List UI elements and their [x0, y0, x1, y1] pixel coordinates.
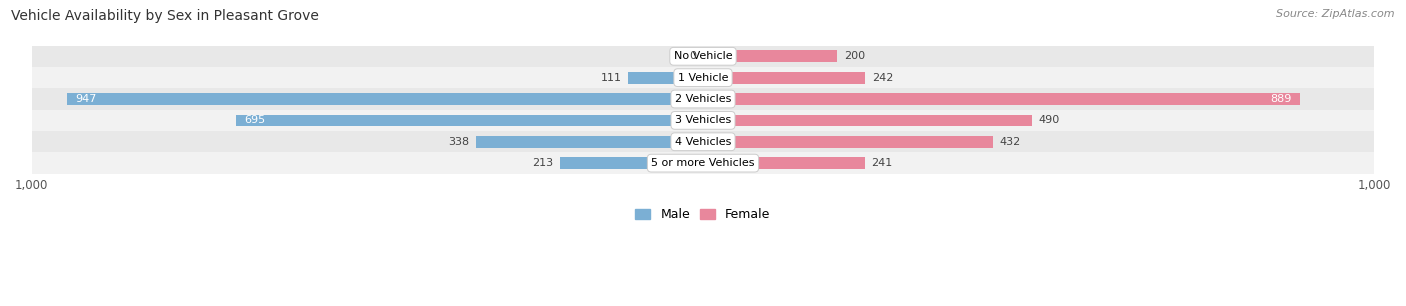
Text: 2 Vehicles: 2 Vehicles	[675, 94, 731, 104]
Text: 4 Vehicles: 4 Vehicles	[675, 137, 731, 147]
Bar	[236, 114, 703, 126]
Bar	[628, 72, 703, 84]
Text: Source: ZipAtlas.com: Source: ZipAtlas.com	[1277, 9, 1395, 19]
Text: Vehicle Availability by Sex in Pleasant Grove: Vehicle Availability by Sex in Pleasant …	[11, 9, 319, 23]
Text: 111: 111	[600, 73, 621, 83]
Bar	[32, 88, 1374, 110]
Bar	[703, 136, 993, 147]
Text: 242: 242	[872, 73, 894, 83]
Text: 338: 338	[449, 137, 470, 147]
Bar	[32, 110, 1374, 131]
Text: 490: 490	[1039, 115, 1060, 125]
Text: 0: 0	[689, 51, 696, 61]
Text: 200: 200	[844, 51, 865, 61]
Text: 5 or more Vehicles: 5 or more Vehicles	[651, 158, 755, 168]
Bar	[703, 114, 1032, 126]
Text: 432: 432	[1000, 137, 1021, 147]
Text: 695: 695	[245, 115, 266, 125]
Text: 947: 947	[76, 94, 97, 104]
Bar	[703, 157, 865, 169]
Text: 241: 241	[872, 158, 893, 168]
Text: 3 Vehicles: 3 Vehicles	[675, 115, 731, 125]
Bar	[32, 46, 1374, 67]
Text: 213: 213	[533, 158, 554, 168]
Bar	[67, 93, 703, 105]
Bar	[32, 152, 1374, 174]
Legend: Male, Female: Male, Female	[636, 208, 770, 222]
Text: 889: 889	[1271, 94, 1292, 104]
Bar	[477, 136, 703, 147]
Bar	[32, 131, 1374, 152]
Bar	[703, 50, 837, 62]
Bar	[703, 93, 1299, 105]
Text: No Vehicle: No Vehicle	[673, 51, 733, 61]
Bar	[560, 157, 703, 169]
Bar	[703, 72, 866, 84]
Bar	[32, 67, 1374, 88]
Text: 1 Vehicle: 1 Vehicle	[678, 73, 728, 83]
